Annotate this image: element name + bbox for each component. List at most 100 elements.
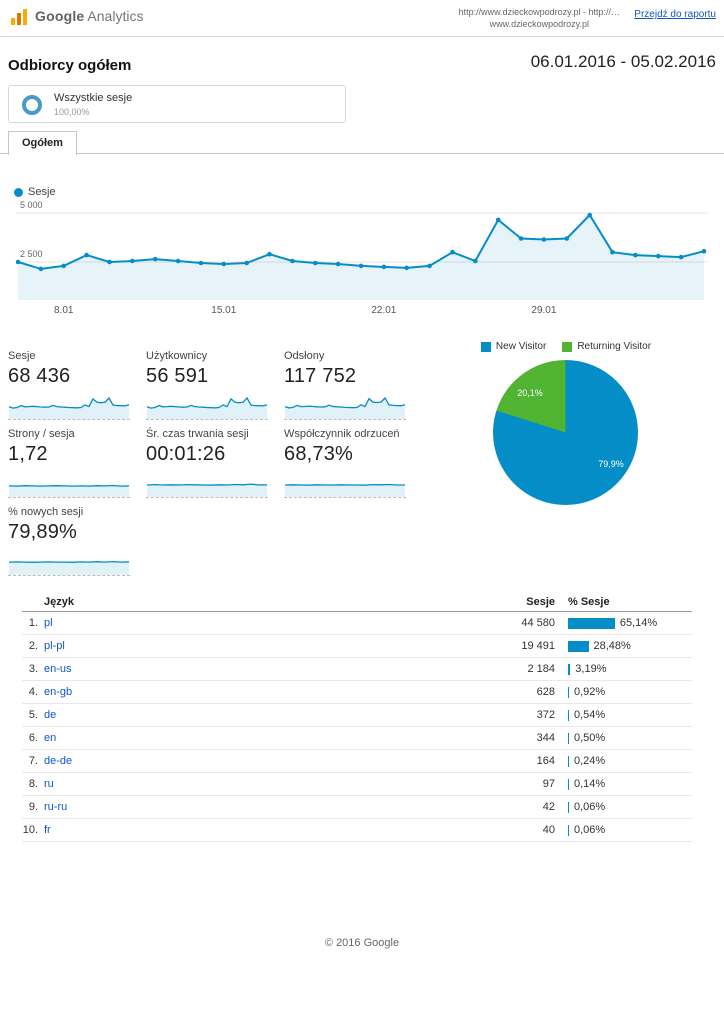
- metric-value: 1,72: [8, 443, 48, 465]
- header-percent: % Sesje: [568, 595, 610, 608]
- table-row: 8. ru 97 0,14%: [22, 773, 692, 796]
- header-sessions: Sesje: [526, 595, 555, 608]
- sessions-legend-label: Sesje: [28, 186, 56, 198]
- language-link[interactable]: ru-ru: [44, 801, 68, 813]
- metric-sparkline: [284, 396, 406, 420]
- percent-bar: [568, 732, 569, 744]
- language-link[interactable]: ru: [44, 778, 54, 790]
- metric-sparkline: [146, 483, 268, 498]
- percent-bar: [568, 686, 569, 698]
- sessions-value: 628: [536, 686, 555, 698]
- tab-bar: Ogółem: [0, 130, 724, 155]
- sessions-value: 2 184: [527, 663, 555, 675]
- table-row: 1. pl 44 580 65,14%: [22, 612, 692, 635]
- metric-sparkline: [284, 483, 406, 498]
- metric-value: 68 436: [8, 365, 71, 387]
- percent-bar: [568, 824, 569, 836]
- sessions-value: 97: [542, 778, 555, 790]
- legend-swatch-icon: [562, 341, 573, 352]
- metric-card: Sesje 68 436: [8, 350, 140, 420]
- y-axis-tick: 2 500: [20, 249, 43, 259]
- table-row: 7. de-de 164 0,24%: [22, 750, 692, 773]
- legend-swatch-icon: [480, 341, 491, 352]
- metric-card: % nowych sesji 79,89%: [8, 506, 140, 576]
- page-title: Odbiorcy ogółem: [8, 57, 132, 74]
- logo-text: Google Analytics: [35, 8, 143, 26]
- metric-label: Odsłony: [284, 350, 325, 362]
- percent-bar: [568, 617, 615, 629]
- language-table: Język Sesje % Sesje 1. pl 44 580 65,14% 2. pl…: [22, 592, 692, 842]
- percent-value: 0,24%: [574, 755, 606, 767]
- metric-value: 79,89%: [8, 521, 78, 543]
- segment-card[interactable]: Wszystkie sesje 100,00%: [8, 85, 346, 123]
- metric-card: Odsłony 117 752: [284, 350, 416, 420]
- sessions-chart-legend: Sesje: [14, 186, 56, 198]
- row-rank: 9.: [28, 801, 38, 813]
- segment-percent: 100,00%: [54, 107, 90, 117]
- percent-value: 0,06%: [574, 824, 606, 836]
- row-rank: 6.: [28, 732, 38, 744]
- google-analytics-logo: Google Analytics: [10, 8, 143, 26]
- metric-value: 56 591: [146, 365, 209, 387]
- sessions-legend-dot-icon: [14, 187, 23, 197]
- report-urls: http://www.dzieckowpodrozy.pl - http://……: [459, 6, 620, 30]
- percent-value: 0,06%: [574, 801, 606, 813]
- sessions-chart: 5 000 2 500: [16, 200, 708, 300]
- language-link[interactable]: en-us: [44, 663, 72, 675]
- language-link[interactable]: de-de: [44, 755, 73, 767]
- legend-item-returning-visitor: Returning Visitor: [562, 341, 651, 352]
- language-link[interactable]: en: [44, 732, 57, 744]
- table-row: 2. pl-pl 19 491 28,48%: [22, 635, 692, 658]
- metric-label: % nowych sesji: [8, 506, 84, 518]
- language-link[interactable]: pl-pl: [44, 640, 65, 652]
- x-axis-tick: 15.01: [211, 305, 237, 316]
- table-row: 9. ru-ru 42 0,06%: [22, 796, 692, 819]
- x-axis-tick: 8.01: [53, 305, 74, 316]
- percent-value: 0,54%: [574, 709, 606, 721]
- metric-value: 00:01:26: [146, 443, 226, 465]
- row-rank: 10.: [22, 824, 38, 836]
- percent-bar: [568, 709, 569, 721]
- row-rank: 8.: [28, 778, 38, 790]
- percent-value: 65,14%: [619, 617, 658, 629]
- logo-analytics-text: Analytics: [87, 8, 144, 24]
- percent-value: 0,92%: [574, 686, 606, 698]
- metric-sparkline: [8, 396, 130, 420]
- sessions-value: 44 580: [521, 617, 555, 629]
- percent-value: 28,48%: [593, 640, 631, 652]
- table-row: 10. fr 40 0,06%: [22, 819, 692, 842]
- legend-label: New Visitor: [495, 341, 547, 352]
- metric-label: Współczynnik odrzuceń: [284, 428, 400, 440]
- metric-sparkline: [8, 484, 130, 498]
- metric-label: Użytkownicy: [146, 350, 208, 362]
- sessions-value: 19 491: [521, 640, 555, 652]
- metric-label: Strony / sesja: [8, 428, 75, 440]
- tab-ogolem[interactable]: Ogółem: [8, 131, 77, 155]
- sessions-value: 372: [536, 709, 555, 721]
- header-language: Język: [44, 595, 74, 608]
- metric-label: Sesje: [8, 350, 36, 362]
- language-link[interactable]: en-gb: [44, 686, 73, 698]
- logo-google-text: Google: [35, 8, 85, 24]
- metric-card: Współczynnik odrzuceń 68,73%: [284, 428, 416, 498]
- metric-card: Strony / sesja 1,72: [8, 428, 140, 498]
- language-link[interactable]: fr: [44, 824, 51, 836]
- visitors-pie-chart: 79,9% 20,1%: [493, 360, 638, 505]
- percent-bar: [568, 755, 569, 767]
- table-row: 4. en-gb 628 0,92%: [22, 681, 692, 704]
- table-row: 3. en-us 2 184 3,19%: [22, 658, 692, 681]
- legend-label: Returning Visitor: [577, 341, 652, 352]
- percent-bar: [568, 663, 571, 675]
- footer-copyright: © 2016 Google: [324, 937, 400, 949]
- language-link[interactable]: de: [44, 709, 57, 721]
- metric-value: 68,73%: [284, 443, 354, 465]
- language-link[interactable]: pl: [44, 617, 53, 629]
- sessions-value: 344: [536, 732, 555, 744]
- table-row: 5. de 372 0,54%: [22, 704, 692, 727]
- table-header-row: Język Sesje % Sesje: [22, 592, 692, 612]
- analytics-logo-icon: [11, 9, 27, 25]
- row-rank: 3.: [28, 663, 38, 675]
- go-to-report-link[interactable]: Przejdź do raportu: [634, 9, 716, 20]
- segment-donut-icon: [22, 95, 42, 115]
- metric-value: 117 752: [284, 365, 357, 387]
